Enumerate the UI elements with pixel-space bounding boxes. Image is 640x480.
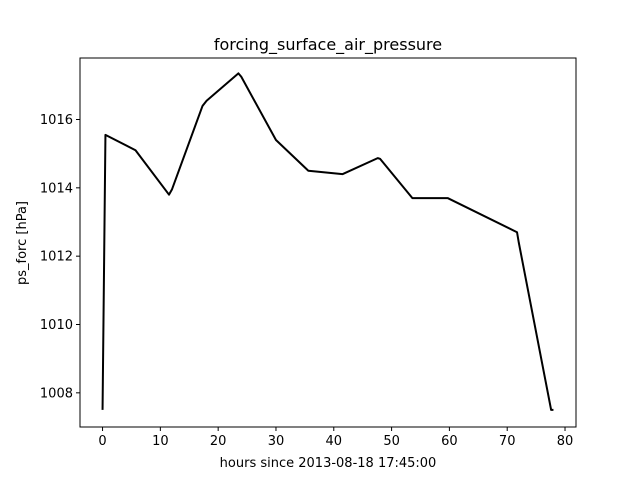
- y-tick-label: 1016: [40, 113, 73, 128]
- y-tick-label: 1014: [40, 181, 73, 196]
- y-axis: 1008 1010 1012 1014 1016: [40, 113, 80, 401]
- plot-area: [79, 57, 577, 428]
- x-tick-label: 60: [441, 434, 458, 449]
- x-tick-label: 50: [383, 434, 400, 449]
- x-tick-label: 80: [557, 434, 574, 449]
- y-tick-label: 1012: [40, 250, 73, 265]
- y-tick-label: 1010: [40, 318, 73, 333]
- chart-title: forcing_surface_air_pressure: [214, 35, 442, 55]
- x-axis: 0 10 20 30 40 50 60 70 80: [98, 427, 573, 449]
- series-line-0: [101, 72, 554, 411]
- x-tick-label: 0: [98, 434, 106, 449]
- y-tick-label: 1008: [40, 386, 73, 401]
- x-axis-label: hours since 2013-08-18 17:45:00: [220, 456, 437, 471]
- x-tick-label: 30: [268, 434, 285, 449]
- x-tick-label: 40: [326, 434, 343, 449]
- x-tick-label: 10: [152, 434, 169, 449]
- y-axis-label: ps_forc [hPa]: [15, 201, 30, 285]
- axes-frame: [79, 57, 577, 428]
- x-tick-label: 20: [210, 434, 227, 449]
- x-tick-label: 70: [499, 434, 516, 449]
